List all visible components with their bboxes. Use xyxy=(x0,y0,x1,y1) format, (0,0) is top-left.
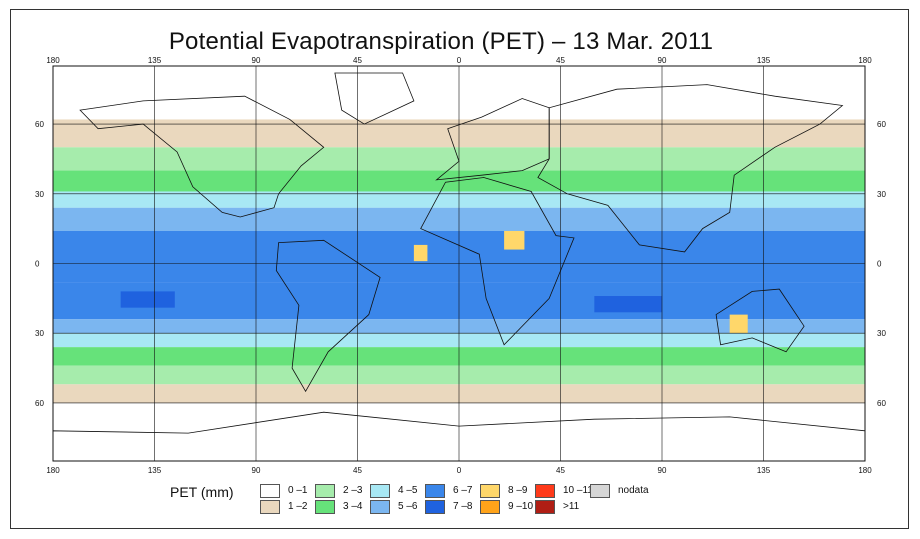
outline-africa xyxy=(420,177,575,346)
lon-tick-label-bottom: 135 xyxy=(148,466,162,475)
lon-tick-label-bottom: 180 xyxy=(46,466,60,475)
legend-swatch xyxy=(370,484,390,498)
legend-swatch xyxy=(590,484,610,498)
legend-swatch xyxy=(480,484,500,498)
legend-label: 8 –9 xyxy=(508,485,528,496)
legend-swatch xyxy=(315,484,335,498)
outline-greenland xyxy=(334,72,415,125)
lat-tick-label-right: 0 xyxy=(877,260,882,269)
map-title: Potential Evapotranspiration (PET) – 13 … xyxy=(168,28,714,55)
lon-tick-label-bottom: 135 xyxy=(757,466,771,475)
lat-tick-label-left: 30 xyxy=(35,190,44,199)
pet-patch xyxy=(413,244,428,262)
lat-tick-label-right: 60 xyxy=(877,399,886,408)
lat-tick-label-left: 60 xyxy=(35,399,44,408)
pet-patch xyxy=(594,296,662,313)
lon-tick-label-bottom: 45 xyxy=(353,466,362,475)
lat-tick-label-left: 30 xyxy=(35,329,44,338)
legend-swatch xyxy=(315,500,335,514)
legend-swatch xyxy=(425,484,445,498)
legend-label: 0 –1 xyxy=(288,485,308,496)
lon-tick-label-top: 0 xyxy=(457,56,462,65)
pet-patch xyxy=(504,230,525,250)
legend-label: 1 –2 xyxy=(288,501,308,512)
legend-label: 6 –7 xyxy=(453,485,473,496)
legend-swatch xyxy=(260,484,280,498)
pet-patch xyxy=(729,314,748,334)
legend-title: PET (mm) xyxy=(170,484,234,500)
lat-tick-label-right: 30 xyxy=(877,329,886,338)
lat-tick-label-right: 30 xyxy=(877,190,886,199)
lon-tick-label-top: 90 xyxy=(252,56,261,65)
legend-label: 10 –11 xyxy=(563,485,593,496)
outline-europe xyxy=(435,98,550,181)
lat-tick-label-left: 60 xyxy=(35,120,44,129)
outline-asia xyxy=(537,84,844,253)
legend-label: 7 –8 xyxy=(453,501,473,512)
lon-tick-label-top: 135 xyxy=(148,56,162,65)
lon-tick-label-top: 45 xyxy=(556,56,565,65)
legend-swatch xyxy=(425,500,445,514)
legend-label: 4 –5 xyxy=(398,485,418,496)
legend-label: 9 –10 xyxy=(508,501,534,512)
legend-label: 3 –4 xyxy=(343,501,363,512)
map-border xyxy=(52,65,866,462)
lon-tick-label-top: 45 xyxy=(353,56,362,65)
tick-labels: 180 180 135 135 90 90 45 45 0 0 45 45 90 90 135 135 180 1… xyxy=(35,56,886,475)
legend-swatch xyxy=(370,500,390,514)
legend-swatch xyxy=(535,484,555,498)
lon-tick-label-bottom: 90 xyxy=(252,466,261,475)
lon-tick-label-bottom: 180 xyxy=(858,466,872,475)
pet-patch xyxy=(120,291,175,308)
lon-tick-label-top: 90 xyxy=(658,56,667,65)
legend-label: >11 xyxy=(563,501,580,512)
legend-swatch xyxy=(535,500,555,514)
legend-swatch xyxy=(260,500,280,514)
lon-tick-label-top: 180 xyxy=(858,56,872,65)
figure-border xyxy=(10,9,909,529)
lon-tick-label-bottom: 90 xyxy=(658,466,667,475)
legend-label: 2 –3 xyxy=(343,485,363,496)
outline-south-america xyxy=(275,239,381,393)
legend-label: nodata xyxy=(618,485,649,496)
land-outlines xyxy=(53,72,865,461)
legend-swatch xyxy=(480,500,500,514)
lat-tick-label-right: 60 xyxy=(877,120,886,129)
lon-tick-label-bottom: 0 xyxy=(457,466,462,475)
lon-tick-label-top: 180 xyxy=(46,56,60,65)
legend-label: 5 –6 xyxy=(398,501,418,512)
lat-tick-label-left: 0 xyxy=(35,260,40,269)
lon-tick-label-bottom: 45 xyxy=(556,466,565,475)
outline-australia xyxy=(715,288,805,353)
lon-tick-label-top: 135 xyxy=(757,56,771,65)
